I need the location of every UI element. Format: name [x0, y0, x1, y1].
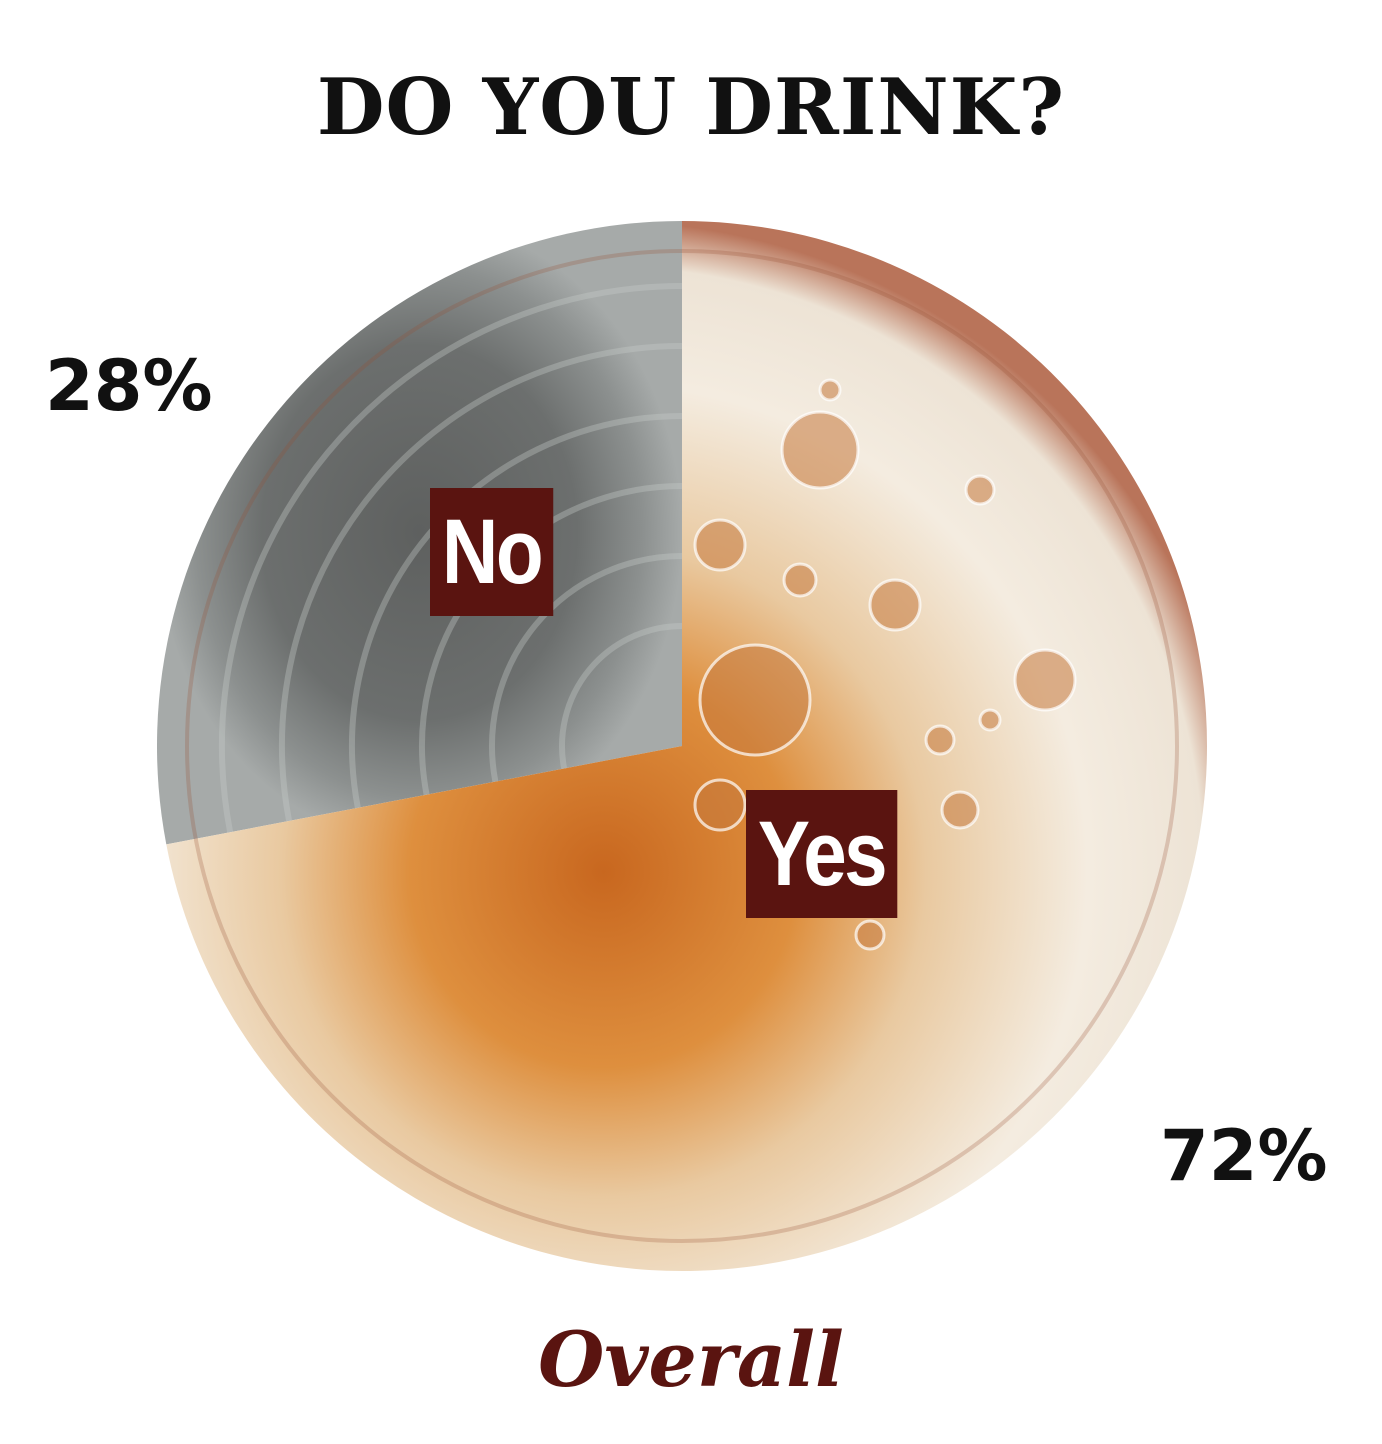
foam-bubble	[940, 790, 980, 830]
glass-ring	[279, 343, 683, 822]
glass-ring	[219, 283, 683, 833]
pie-slice-yes	[166, 221, 1207, 1271]
foam-bubble	[978, 708, 1002, 732]
foam-bubble	[964, 474, 996, 506]
foam-bubble	[693, 518, 747, 572]
glass-ring	[489, 553, 683, 783]
foam-bubble	[868, 578, 922, 632]
foam-bubble	[924, 724, 956, 756]
value-label-no: 28%	[45, 345, 213, 427]
chart-subtitle: Overall	[538, 1315, 844, 1404]
pie-slice-no	[156, 221, 682, 845]
chart-title: DO YOU DRINK?	[316, 62, 1066, 153]
foam-bubble	[780, 410, 860, 490]
glass-ring	[349, 413, 683, 809]
glass-rim	[185, 249, 1179, 1243]
foam-bubble	[854, 919, 886, 951]
foam-bubble	[782, 562, 818, 598]
glass-ring	[559, 623, 683, 770]
foam-bubble	[1013, 648, 1077, 712]
slice-label-no: No	[430, 488, 553, 616]
value-label-yes: 72%	[1160, 1115, 1328, 1197]
foam-bubble	[818, 378, 842, 402]
foam-bubble	[693, 778, 747, 832]
foam-bubble	[698, 643, 812, 757]
slice-label-yes: Yes	[746, 790, 897, 918]
